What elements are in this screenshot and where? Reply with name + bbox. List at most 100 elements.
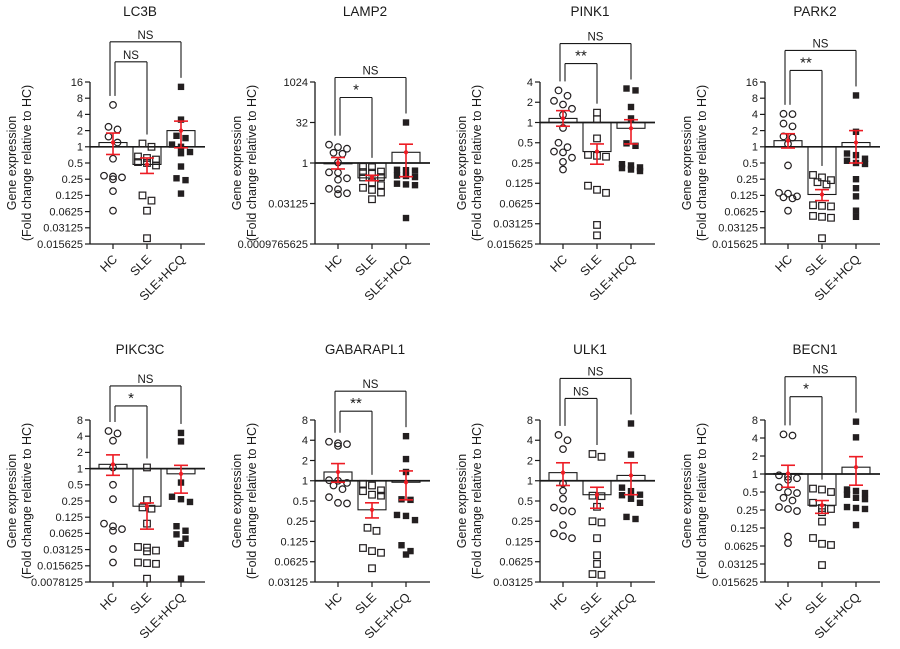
x-category-label: SLE <box>128 252 155 279</box>
data-point <box>173 175 180 182</box>
data-point <box>109 154 117 163</box>
y-tick-label: 0.125 <box>730 190 758 202</box>
y-tick-label: 0.5 <box>743 487 758 499</box>
y-axis-label-line2: (Fold change relative to HC) <box>470 423 484 579</box>
data-point <box>861 489 869 497</box>
data-point <box>636 499 644 507</box>
data-point <box>827 176 835 185</box>
data-point <box>809 498 817 507</box>
y-axis-label-line1: Gene expression <box>455 116 469 211</box>
data-point <box>563 143 572 152</box>
data-point <box>334 168 342 177</box>
y-tick-label: 0.0078125 <box>31 577 83 589</box>
data-point <box>559 157 567 166</box>
data-point <box>359 173 367 182</box>
y-axis-label-line2: (Fold change relative to HC) <box>245 85 259 241</box>
x-category-label: SLE <box>353 252 380 279</box>
data-point <box>550 96 558 105</box>
data-point <box>818 517 826 526</box>
mean-marker <box>335 160 341 166</box>
data-point <box>325 184 333 193</box>
data-point <box>109 522 117 531</box>
significance-label: ** <box>800 54 812 71</box>
data-point <box>618 484 626 491</box>
y-tick-label: 0.5 <box>68 480 83 492</box>
y-tick-label: 0.0625 <box>49 528 83 540</box>
data-point <box>377 173 385 181</box>
y-tick-label: 0.03125 <box>43 544 83 556</box>
data-point <box>784 539 792 547</box>
data-point <box>177 116 185 123</box>
data-point <box>554 431 563 439</box>
data-point <box>775 188 783 197</box>
data-point <box>109 206 117 215</box>
y-tick-label: 1 <box>527 117 533 129</box>
data-point <box>152 559 160 568</box>
data-point <box>784 505 792 513</box>
data-point <box>788 122 797 131</box>
x-category-label: HC <box>97 590 120 613</box>
data-point <box>568 104 576 113</box>
significance-bracket: NS <box>334 66 407 136</box>
data-point <box>550 147 558 156</box>
data-point <box>177 83 185 91</box>
data-point <box>402 119 410 126</box>
y-axis-label-line2: (Fold change relative to HC) <box>245 423 259 579</box>
mean-marker <box>369 175 375 180</box>
panel-title: PIKC3C <box>116 342 165 357</box>
data-point <box>325 476 333 485</box>
data-point <box>113 125 122 134</box>
data-point <box>334 498 342 507</box>
data-point <box>618 491 626 499</box>
mean-marker <box>110 140 116 145</box>
data-point <box>407 547 414 555</box>
data-point <box>334 190 342 198</box>
panel-lc3b: LC3B Gene expression (Fold change relative… <box>0 0 225 324</box>
chart-svg: BECN1 Gene expression (Fold change relativ… <box>680 342 880 642</box>
significance-bracket: NS <box>114 50 148 135</box>
data-point <box>793 489 801 497</box>
chart-svg: PINK1 Gene expression (Fold change relativ… <box>455 4 655 304</box>
y-tick-label: 0.0009765625 <box>238 239 308 251</box>
data-point <box>402 181 410 188</box>
significance-bracket: ** <box>564 48 598 104</box>
data-point <box>368 564 376 573</box>
data-point <box>852 487 860 495</box>
y-tick-label: 0.125 <box>730 523 758 535</box>
mean-marker <box>403 150 409 155</box>
y-tick-label: 0.015625 <box>37 239 83 251</box>
data-point <box>861 505 869 513</box>
significance-label: NS <box>138 374 154 386</box>
data-point <box>852 418 860 425</box>
data-point <box>627 495 635 502</box>
data-point <box>368 490 376 499</box>
data-point <box>109 545 117 553</box>
data-point <box>138 503 147 512</box>
y-tick-label: 0.125 <box>505 536 533 548</box>
data-point <box>550 503 558 512</box>
data-point <box>402 512 410 520</box>
data-point <box>827 213 835 222</box>
y-tick-label: 8 <box>77 415 83 427</box>
data-point <box>775 503 783 511</box>
chart-svg: GABARAPL1 Gene expression (Fold change rel… <box>230 342 430 642</box>
data-point <box>109 187 117 196</box>
mean-marker <box>853 465 859 470</box>
significance-label: NS <box>363 66 379 78</box>
data-point <box>143 206 151 215</box>
x-category-label: SLE <box>803 252 830 279</box>
data-point <box>559 532 567 541</box>
significance-bracket: * <box>114 390 148 459</box>
data-point <box>138 191 147 200</box>
data-point <box>377 181 385 190</box>
data-point <box>109 101 117 109</box>
data-point <box>182 134 189 142</box>
data-point <box>775 471 783 480</box>
y-tick-label: 1024 <box>284 77 308 89</box>
data-point <box>843 150 851 157</box>
x-category-label: HC <box>97 252 120 275</box>
data-point <box>827 488 835 496</box>
data-point <box>343 189 351 198</box>
panel-title: LAMP2 <box>343 4 387 19</box>
data-point <box>843 486 851 493</box>
